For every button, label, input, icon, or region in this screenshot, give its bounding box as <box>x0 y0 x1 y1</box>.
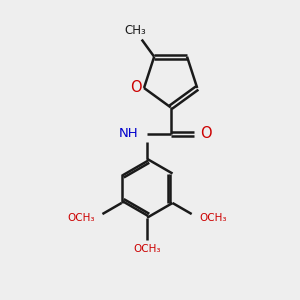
Text: OCH₃: OCH₃ <box>133 244 161 254</box>
Text: OCH₃: OCH₃ <box>67 214 95 224</box>
Text: O: O <box>200 126 212 141</box>
Text: OCH₃: OCH₃ <box>199 214 227 224</box>
Text: CH₃: CH₃ <box>124 24 146 37</box>
Text: O: O <box>130 80 142 95</box>
Text: NH: NH <box>119 127 139 140</box>
